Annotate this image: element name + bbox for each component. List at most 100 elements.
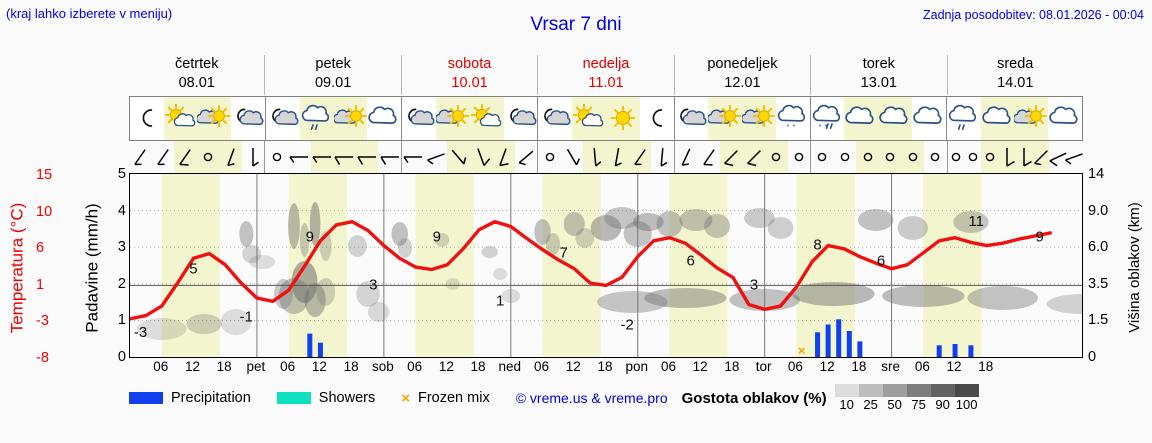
wind-barb <box>355 141 379 173</box>
wind-barb <box>878 141 902 173</box>
moon-cloud-icon <box>266 97 300 140</box>
precipitation-tick-0: 5 <box>117 166 126 182</box>
wind-barb <box>856 141 879 173</box>
wind-barb <box>1048 141 1066 173</box>
wind-day-4 <box>673 141 811 173</box>
cloud-density-scale-labels: 10 25 50 75 90 100 <box>835 397 979 412</box>
precipitation-legend-label: Precipitation <box>171 390 251 406</box>
day-date: 10.01 <box>451 75 488 91</box>
x-label-5: 12 <box>311 359 327 374</box>
day-name: sobota <box>447 56 492 72</box>
temperature-label-8: -2 <box>620 316 633 333</box>
wind-barb <box>948 141 965 173</box>
wind-day-6 <box>946 141 1084 173</box>
x-label-0: 06 <box>153 359 169 374</box>
cloud-density-bar-4 <box>930 384 955 397</box>
wind-barb <box>538 141 561 173</box>
x-label-9: 12 <box>438 359 454 374</box>
x-label-24: 06 <box>914 359 930 374</box>
x-label-11: ned <box>498 359 522 374</box>
cloud-snow-icon: * * <box>776 97 810 140</box>
x-label-19: tor <box>755 359 772 374</box>
cloud-icon <box>980 97 1015 140</box>
day-header-row: četrtek 08.01 petek 09.01 sobota 10.01 nedelja… <box>129 55 1083 95</box>
x-label-22: 18 <box>851 359 867 374</box>
temperature-label-4: 3 <box>369 276 377 293</box>
x-label-7: sob <box>371 359 394 374</box>
day-header-6: sreda 14.01 <box>946 55 1083 95</box>
temperature-label-6: 1 <box>496 292 504 309</box>
day-date: 14.01 <box>997 75 1034 91</box>
wind-barb <box>719 141 743 173</box>
x-label-10: 18 <box>470 359 486 374</box>
cloud-icon <box>844 97 879 140</box>
wind-barb <box>129 141 152 173</box>
cloud-density-bar-2 <box>882 384 907 397</box>
x-label-17: 12 <box>692 359 708 374</box>
wind-day-0 <box>129 141 264 173</box>
temperature-label-10: 3 <box>750 276 758 293</box>
copyright-link[interactable]: © vreme.us & vreme.pro <box>515 390 668 406</box>
wind-barb <box>174 141 197 173</box>
cloud-icon <box>1048 97 1082 140</box>
cloud-icon <box>912 97 946 140</box>
page-title: Vrsar 7 dni <box>530 14 622 35</box>
sun-small-cloud-icon <box>163 97 198 140</box>
wind-barb <box>402 141 425 173</box>
x-label-13: 12 <box>565 359 581 374</box>
wind-barb <box>788 141 811 173</box>
wind-barb <box>1065 141 1084 173</box>
cloud-height-tick-0: 14 <box>1088 166 1105 182</box>
x-label-20: 06 <box>787 359 803 374</box>
day-date: 08.01 <box>178 75 215 91</box>
sun-cloud-icon <box>197 97 232 140</box>
x-axis-labels: 06 12 18 pet 06 12 18 sob 06 12 18 ned 06 12 18 pon 06 12… <box>129 359 1083 379</box>
day-name: torek <box>862 56 895 72</box>
wind-barb <box>742 141 765 173</box>
x-label-12: 06 <box>534 359 550 374</box>
meteogram-plot: × -3 5 -1 9 3 9 1 7 -2 6 3 8 6 11 9 <box>129 173 1083 358</box>
cloud-sleet-icon: ** <box>811 97 845 140</box>
wind-barb <box>310 141 334 173</box>
cloud-density-label-2: 50 <box>887 397 902 412</box>
moon-cloud-icon <box>504 97 538 140</box>
wind-barb <box>628 141 652 173</box>
wind-barb <box>964 141 981 173</box>
wind-barb <box>765 141 788 173</box>
wind-barb <box>1032 141 1050 173</box>
cloud-rain-icon <box>299 97 334 140</box>
wind-barb <box>219 141 242 173</box>
x-label-21: 12 <box>819 359 835 374</box>
day-name: ponedeljek <box>707 56 778 72</box>
cloud-density-bar-5 <box>954 384 979 397</box>
cloud-height-axis-title: Višina oblakov (km) <box>1118 175 1150 360</box>
temperature-label-0: -3 <box>134 324 147 341</box>
moon-cloud-icon <box>402 97 436 140</box>
sun-cloud-icon <box>435 97 470 140</box>
sun-small-cloud-icon <box>469 97 504 140</box>
day-date: 12.01 <box>724 75 761 91</box>
temperature-tick-1: 10 <box>36 203 53 220</box>
wind-day-1 <box>264 141 400 173</box>
cloud-density-label-1: 25 <box>863 397 878 412</box>
icon-day-4: * * <box>673 97 810 140</box>
svg-text:*: * <box>786 124 789 131</box>
x-label-2: 18 <box>216 359 232 374</box>
temperature-axis-title-text: Temperatura (°C) <box>7 202 26 333</box>
day-name: nedelja <box>582 56 630 72</box>
cloud-icon <box>878 97 913 140</box>
sun-small-cloud-icon <box>572 97 606 140</box>
wind-barb <box>697 141 720 173</box>
temperature-label-11: 8 <box>813 237 821 254</box>
meteogram-svg: × -3 5 -1 9 3 9 1 7 -2 6 3 8 6 11 9 <box>130 174 1082 357</box>
precipitation-tick-5: 0 <box>117 349 126 365</box>
cloud-density-bar-1 <box>858 384 883 397</box>
wind-barb <box>998 141 1016 173</box>
chart-legend: Precipitation Showers × Frozen mix © vre… <box>129 384 1149 412</box>
cloud-height-tick-1: 9.0 <box>1088 202 1109 219</box>
wind-barb <box>515 141 538 173</box>
cloud-density-label-5: 100 <box>955 397 978 412</box>
cloud-height-axis-title-text: Višina oblakov (km) <box>1125 202 1143 333</box>
wind-barb <box>242 141 265 173</box>
temperature-tick-4: -3 <box>36 313 49 330</box>
